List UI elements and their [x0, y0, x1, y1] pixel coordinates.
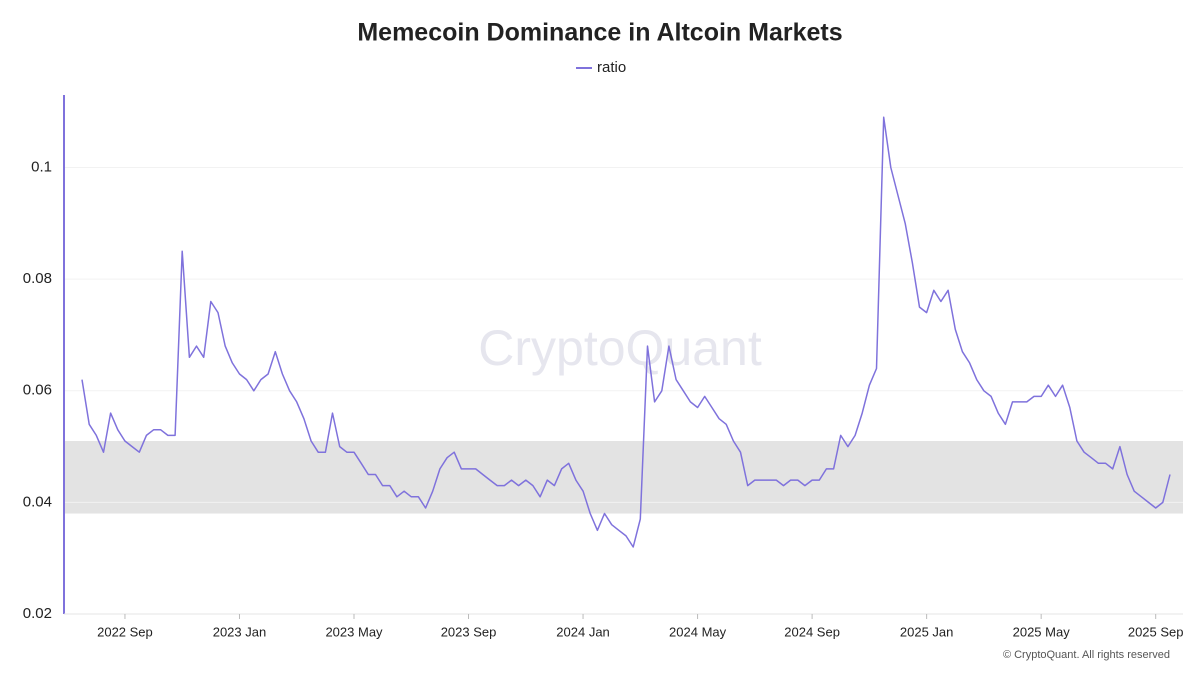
x-tick-label: 2022 Sep — [97, 624, 153, 639]
x-tick-label: 2024 May — [669, 624, 727, 639]
x-tick-label: 2024 Jan — [556, 624, 610, 639]
x-tick-label: 2025 Jan — [900, 624, 954, 639]
x-tick-label: 2024 Sep — [784, 624, 840, 639]
x-tick-label: 2023 May — [325, 624, 383, 639]
y-tick-label: 0.1 — [31, 159, 52, 176]
data-line — [81, 116, 1171, 548]
x-tick-label: 2025 Sep — [1128, 624, 1184, 639]
reference-band — [64, 441, 1183, 514]
y-tick-label: 0.06 — [23, 382, 52, 399]
y-tick-label: 0.08 — [23, 270, 52, 287]
footer: © CryptoQuant. All rights reserved — [1003, 649, 1170, 661]
x-tick-label: 2025 May — [1013, 624, 1071, 639]
legend-label: ratio — [597, 59, 626, 76]
x-tick-label: 2023 Jan — [213, 624, 267, 639]
y-tick-label: 0.04 — [23, 493, 52, 510]
x-tick-label: 2023 Sep — [441, 624, 497, 639]
chart-title: Memecoin Dominance in Altcoin Markets — [357, 19, 842, 47]
watermark: CryptoQuant — [478, 320, 762, 376]
y-tick-label: 0.02 — [23, 605, 52, 622]
